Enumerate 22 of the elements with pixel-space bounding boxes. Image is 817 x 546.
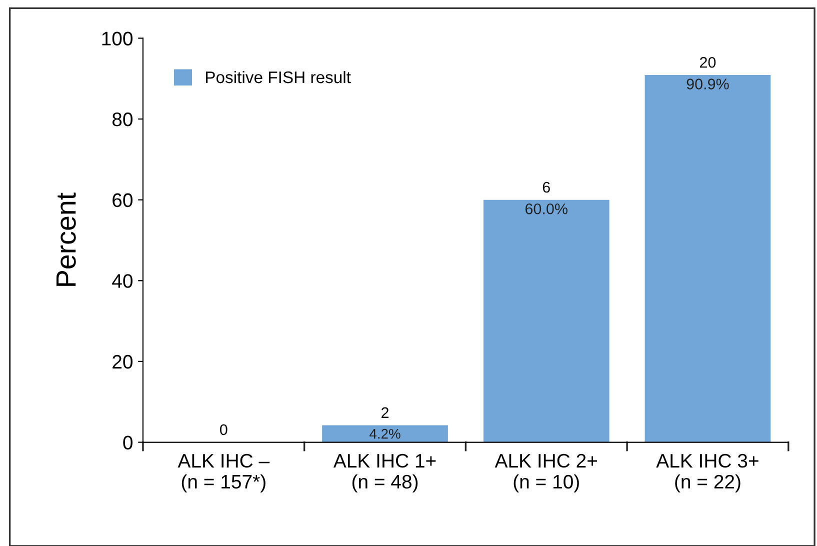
y-tick-label: 60 (112, 193, 132, 208)
annotation: 2 (382, 407, 388, 418)
annotation: 6 (542, 182, 550, 193)
y-tick-label: 40 (112, 274, 132, 288)
bar (644, 74, 771, 442)
y-tick-label: 100 (102, 32, 132, 46)
annotation: 0 (220, 424, 228, 436)
legend-label: Positive FISH result (206, 70, 351, 84)
y-tick-label: 80 (112, 112, 132, 126)
x-tick-label: ALK IHC 1+ (n = 48) (333, 454, 436, 492)
x-tick-label: ALK IHC 3+ (n = 22) (656, 454, 758, 492)
bar (322, 425, 448, 442)
data-label: 90.9% (686, 78, 729, 90)
bar (483, 200, 610, 442)
x-tick-label: ALK IHC – (n = 157*) (178, 454, 270, 492)
data-label: 60.0% (525, 203, 568, 214)
annotation: 20 (700, 56, 716, 68)
y-tick-label: 0 (123, 436, 132, 450)
data-label: 4.2% (370, 428, 400, 439)
y-tick-label: 20 (112, 354, 132, 369)
y-axis-title: Percent (56, 192, 76, 286)
x-tick-label: ALK IHC 2+ (n = 10) (494, 454, 598, 492)
